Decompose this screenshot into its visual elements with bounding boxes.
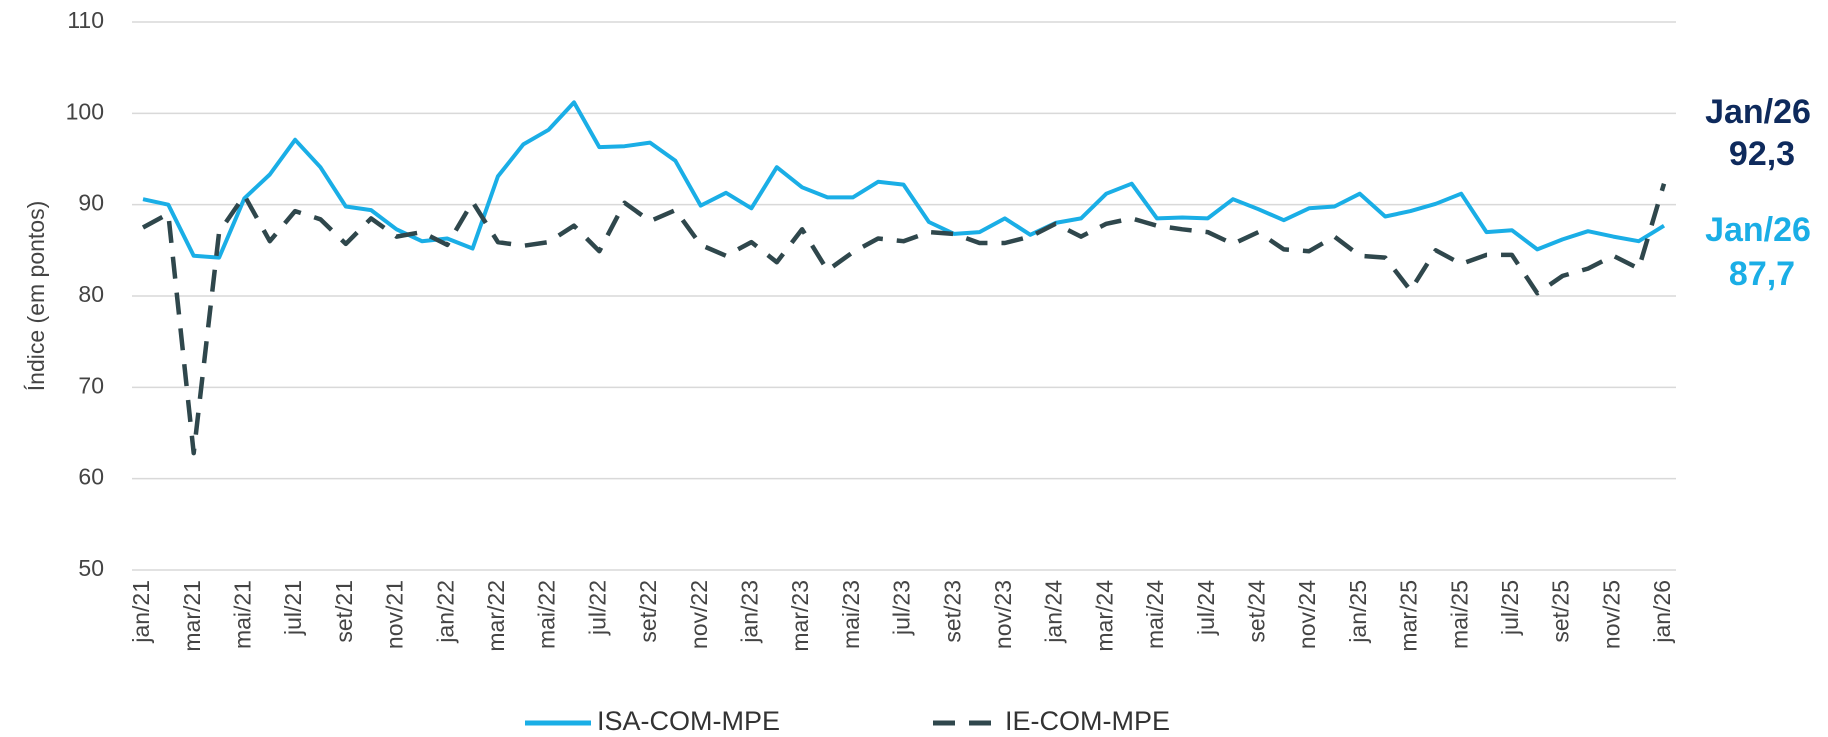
- annotation-value: 87,7: [1729, 255, 1795, 293]
- x-tick-label: mar/25: [1396, 580, 1422, 652]
- x-tick-label: mai/24: [1142, 580, 1168, 649]
- x-tick-label: mai/22: [534, 580, 560, 649]
- y-tick-label: 70: [78, 372, 104, 398]
- x-tick-label: jan/21: [128, 580, 154, 644]
- annotation-value: 92,3: [1729, 135, 1795, 173]
- series-line: [142, 100, 1666, 260]
- x-tick-label: jan/26: [1649, 580, 1675, 644]
- x-tick-label: mai/21: [229, 580, 255, 649]
- y-tick-label: 60: [78, 464, 104, 490]
- x-tick-label: set/23: [939, 580, 965, 643]
- x-tick-label: mar/24: [1091, 580, 1117, 652]
- series-line: [141, 183, 1667, 456]
- x-tick-label: nov/21: [382, 580, 408, 649]
- x-tick-label: jan/23: [736, 580, 762, 644]
- x-tick-label: nov/23: [990, 580, 1016, 649]
- x-tick-label: nov/24: [1294, 580, 1320, 649]
- y-axis-label: Índice (em pontos): [23, 201, 49, 391]
- x-tick-label: jan/24: [1041, 580, 1067, 644]
- annotation-label: Jan/26: [1705, 211, 1811, 249]
- x-tick-label: jul/22: [584, 580, 610, 636]
- x-tick-label: set/25: [1548, 580, 1574, 643]
- x-tick-label: jan/25: [1345, 580, 1371, 644]
- y-tick-label: 50: [78, 555, 104, 581]
- x-tick-label: set/21: [331, 580, 357, 643]
- x-tick-label: set/22: [635, 580, 661, 643]
- x-tick-label: nov/25: [1598, 580, 1624, 649]
- x-tick-label: mar/23: [787, 580, 813, 652]
- legend-label: IE-COM-MPE: [1005, 706, 1170, 736]
- x-tick-label: mar/22: [483, 580, 509, 652]
- x-tick-label: jul/25: [1497, 580, 1523, 636]
- x-tick-label: jan/22: [432, 580, 458, 644]
- legend-label: ISA-COM-MPE: [597, 706, 780, 736]
- x-tick-label: jul/21: [280, 580, 306, 636]
- x-tick-label: mar/21: [179, 580, 205, 652]
- annotation-label: Jan/26: [1705, 93, 1811, 131]
- x-tick-label: jul/24: [1193, 580, 1219, 636]
- y-tick-label: 90: [78, 190, 104, 216]
- x-tick-label: nov/22: [686, 580, 712, 649]
- x-tick-label: set/24: [1243, 580, 1269, 643]
- y-tick-label: 110: [67, 7, 104, 33]
- x-tick-label: mai/25: [1446, 580, 1472, 649]
- y-tick-label: 80: [78, 281, 104, 307]
- y-tick-label: 100: [66, 98, 104, 124]
- x-tick-label: jul/23: [889, 580, 915, 636]
- x-tick-label: mai/23: [838, 580, 864, 649]
